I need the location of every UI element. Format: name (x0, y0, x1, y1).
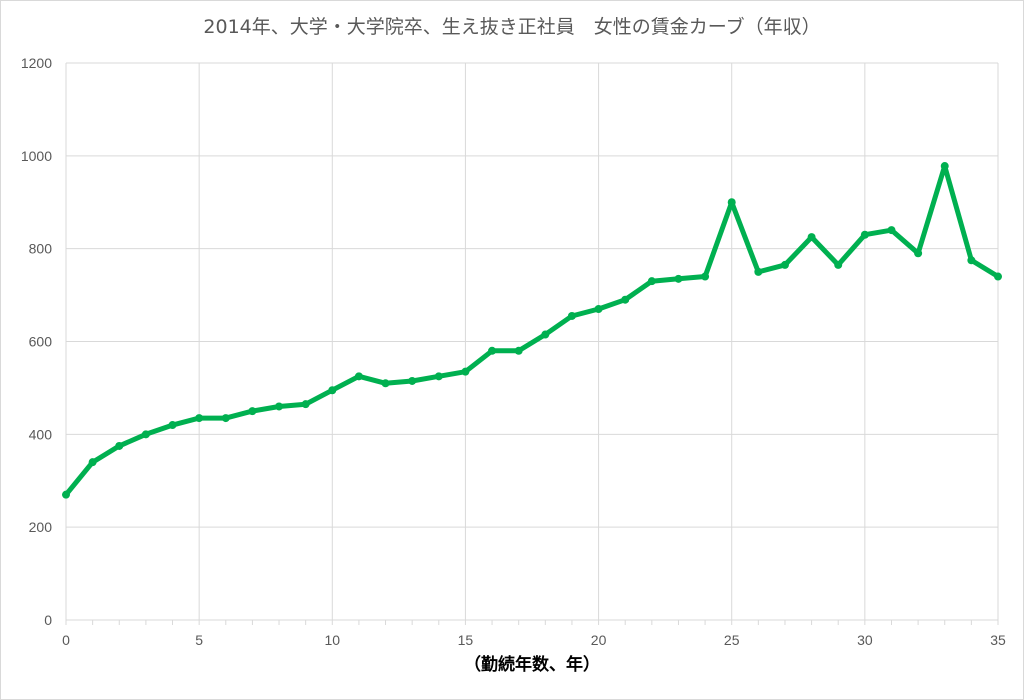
data-point (860, 230, 869, 239)
data-point (354, 372, 363, 381)
data-point (328, 386, 337, 395)
data-point (301, 400, 310, 409)
y-tick-label: 600 (29, 334, 53, 350)
data-point (834, 260, 843, 269)
x-tick-label: 5 (195, 632, 203, 648)
data-point (461, 367, 470, 376)
x-tick-label: 0 (62, 632, 70, 648)
data-point (434, 372, 443, 381)
data-point (594, 305, 603, 314)
axis-layer: 0 200 400 600 800 1000 1200 0 5 10 15 20 25 30 35 (21, 55, 1006, 648)
data-point (62, 490, 70, 499)
chart-title: 2014年、大学・大学院卒、生え抜き正社員 女性の賃金カーブ（年収） (203, 16, 821, 38)
data-point (807, 233, 816, 242)
x-axis-label: （勤続年数、年） (464, 654, 600, 675)
data-point (141, 430, 150, 439)
x-tick-label: 30 (857, 632, 873, 648)
data-point (567, 311, 576, 320)
data-point (115, 441, 124, 450)
data-point (887, 226, 896, 235)
data-point (514, 346, 523, 355)
data-point (914, 249, 923, 258)
grid-layer (66, 62, 999, 620)
data-point (248, 407, 257, 416)
data-point (381, 379, 390, 388)
data-point (88, 458, 97, 467)
data-point (488, 346, 497, 355)
x-tick-label: 25 (724, 632, 740, 648)
y-tick-label: 200 (29, 519, 53, 535)
data-point (967, 256, 976, 265)
data-point (221, 414, 230, 423)
y-tick-label: 1200 (21, 55, 52, 71)
x-tick-label: 35 (990, 632, 1006, 648)
data-point (275, 402, 284, 411)
data-point (701, 272, 710, 281)
data-point (994, 272, 1002, 281)
data-point (647, 277, 656, 286)
y-tick-label: 0 (44, 612, 52, 628)
data-point (727, 198, 736, 207)
data-point (168, 421, 177, 430)
y-tick-label: 1000 (21, 148, 52, 164)
data-point (408, 376, 417, 385)
x-tick-label: 20 (591, 632, 607, 648)
y-tick-label: 400 (29, 426, 53, 442)
y-tick-label: 800 (29, 241, 53, 257)
data-point (754, 267, 763, 276)
data-point (195, 414, 204, 423)
data-point (674, 274, 683, 283)
data-point (940, 162, 949, 171)
series-line (63, 163, 1001, 498)
x-tick-label: 10 (324, 632, 340, 648)
data-point (780, 260, 789, 269)
x-tick-label: 15 (458, 632, 474, 648)
data-point (541, 330, 550, 339)
data-point (621, 295, 630, 304)
series-layer (62, 162, 1002, 499)
